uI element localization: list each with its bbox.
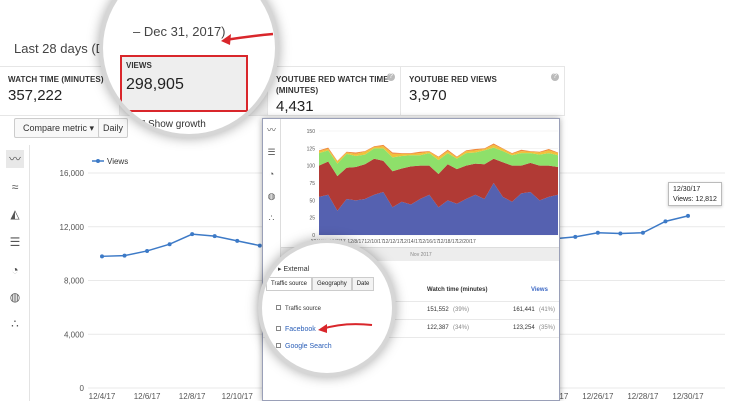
data-point — [212, 234, 217, 239]
line-chart-icon[interactable]: 〰 — [6, 150, 24, 168]
tab-geography[interactable]: Geography — [312, 277, 352, 291]
x-tick-label: 12/26/17 — [582, 392, 614, 401]
data-point — [257, 243, 262, 248]
metric-red-views[interactable]: YOUTUBE RED VIEWS 3,970 ? — [401, 67, 565, 115]
x-tick-label: 12/4/17 — [311, 239, 328, 245]
magnifier-traffic: ▸ External Traffic source Geography Date… — [262, 243, 392, 373]
chart-type-toolbar: 〰 ≈ ◭ ☰ ◔ ◍ ∴ — [0, 145, 30, 401]
row-google-search[interactable]: Google Search — [276, 343, 332, 350]
data-point — [235, 238, 240, 243]
bubble-chart-icon[interactable]: ∴ — [11, 317, 19, 331]
y-tick-label: 0 — [312, 233, 315, 239]
x-tick-label: 12/16/17 — [420, 239, 440, 245]
red-arrow-icon — [221, 32, 274, 45]
y-tick-label: 150 — [307, 129, 316, 135]
table-row: 122,387 (34%) 123,254 (35%) — [263, 320, 559, 338]
legend-marker — [96, 159, 100, 163]
checkbox-icon[interactable] — [137, 120, 145, 128]
magnifier-views: – Dec 31, 2017) VIEWS 298,905 Show growt… — [103, 0, 275, 134]
pie-chart-icon[interactable]: ◔ — [268, 169, 275, 179]
metric-watch-time[interactable]: WATCH TIME (MINUTES) 357,222 — [0, 67, 120, 115]
views-line — [101, 233, 260, 258]
data-point — [167, 242, 172, 247]
data-point — [595, 230, 600, 235]
data-point — [145, 248, 150, 253]
y-tick-label: 75 — [309, 181, 315, 187]
tab-date[interactable]: Date — [351, 277, 375, 291]
x-tick-label: 12/6/17 — [329, 239, 346, 245]
x-tick-label: 12/10/17 — [222, 392, 254, 401]
data-point — [100, 254, 104, 259]
area-blue — [319, 183, 558, 235]
date-range-zoom: – Dec 31, 2017) — [133, 24, 226, 39]
data-point — [190, 232, 195, 237]
checkbox-icon[interactable] — [276, 343, 281, 348]
y-tick-label: 16,000 — [60, 169, 85, 178]
table-row: 151,552 (39%) 161,441 (41%) — [263, 302, 559, 320]
data-point — [686, 213, 690, 218]
y-tick-label: 12,000 — [60, 223, 85, 232]
y-tick-label: 25 — [309, 216, 315, 222]
globe-icon[interactable]: ◍ — [267, 191, 276, 201]
bar-chart-icon[interactable]: ☰ — [267, 147, 276, 157]
y-tick-label: 50 — [309, 198, 315, 204]
checkbox-icon[interactable] — [276, 326, 281, 331]
globe-icon[interactable]: ◍ — [9, 290, 21, 304]
x-tick-label: 12/4/17 — [89, 392, 116, 401]
views-metric-highlight[interactable]: VIEWS 298,905 — [120, 55, 248, 112]
y-tick-label: 125 — [307, 146, 316, 152]
y-tick-label: 8,000 — [64, 277, 85, 286]
chart-tooltip: 12/30/17 Views: 12,812 — [668, 182, 722, 206]
compare-metric-button[interactable]: Compare metric ▾ — [14, 118, 104, 138]
help-icon[interactable]: ? — [387, 73, 395, 81]
inset-chart-toolbar: 〰 ☰ ◔ ◍ ∴ — [263, 119, 281, 259]
y-tick-label: 4,000 — [64, 330, 85, 339]
daily-dropdown[interactable]: Daily — [98, 118, 129, 138]
data-point — [640, 230, 645, 235]
help-icon[interactable]: ? — [551, 73, 559, 81]
x-tick-label: 12/6/17 — [134, 392, 161, 401]
metric-red-watch-time[interactable]: YOUTUBE RED WATCH TIME (MINUTES) 4,431 ? — [268, 67, 401, 115]
table-header: Watch time (minutes) Views — [263, 282, 559, 302]
line-chart-icon[interactable]: 〰 — [266, 125, 276, 135]
legend-label: Views — [107, 157, 128, 166]
area-red — [319, 158, 558, 211]
x-tick-label: 12/28/17 — [627, 392, 659, 401]
tab-traffic-source[interactable]: Traffic source — [266, 277, 313, 291]
row-facebook[interactable]: Facebook — [276, 326, 316, 333]
show-growth-checkbox[interactable]: Show growth — [137, 119, 206, 130]
column-traffic-source: Traffic source — [276, 305, 321, 312]
data-point — [663, 219, 668, 224]
area-chart-icon[interactable]: ◭ — [10, 207, 20, 221]
area-orange — [319, 143, 558, 162]
bar-chart-icon[interactable]: ☰ — [9, 235, 21, 249]
x-tick-label: 12/8/17 — [179, 392, 206, 401]
area-green — [319, 147, 558, 177]
y-tick-label: 0 — [80, 384, 85, 393]
data-point — [573, 234, 578, 239]
x-tick-label: 12/14/17 — [401, 239, 421, 245]
area-yellow — [319, 144, 558, 164]
y-tick-label: 100 — [307, 164, 316, 170]
data-point — [122, 253, 127, 258]
pie-chart-icon[interactable]: ◔ — [11, 263, 19, 277]
external-breadcrumb[interactable]: ▸ External — [278, 266, 310, 273]
x-tick-label: 12/10/17 — [364, 239, 384, 245]
checkbox-icon[interactable] — [276, 305, 281, 310]
x-tick-label: 12/12/17 — [383, 239, 403, 245]
bubble-chart-icon[interactable]: ∴ — [268, 213, 275, 223]
multiline-chart-icon[interactable]: ≈ — [11, 180, 19, 194]
x-tick-label: 12/8/17 — [347, 239, 364, 245]
red-arrow-icon — [318, 323, 373, 333]
x-tick-label: 12/20/17 — [456, 239, 476, 245]
metric-tabs: WATCH TIME (MINUTES) 357,222 VIEWS 298,9… — [0, 66, 565, 116]
traffic-tabs: Traffic source Geography Date — [266, 277, 375, 291]
x-tick-label: 12/30/17 — [672, 392, 704, 401]
data-point — [618, 231, 623, 236]
x-tick-label: 12/18/17 — [438, 239, 458, 245]
